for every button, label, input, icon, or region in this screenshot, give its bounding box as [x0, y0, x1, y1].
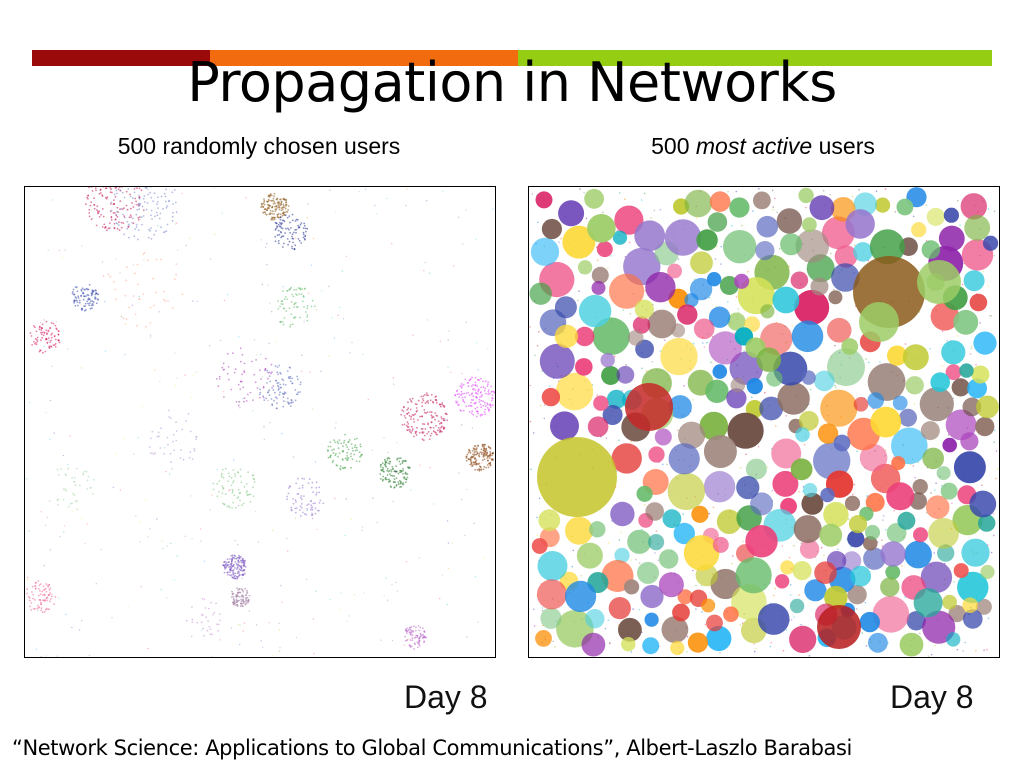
slide-title: Propagation in Networks [187, 51, 837, 114]
right-caption-prefix: 500 [651, 133, 696, 159]
left-panel-caption: 500 randomly chosen users [117, 133, 401, 159]
right-caption-emphasis: most active [695, 133, 813, 159]
right-day-label: Day 8 [890, 679, 974, 715]
active-users-network-image [528, 186, 1000, 658]
accent-bar-orange [210, 50, 518, 66]
accent-bar-green [518, 50, 992, 66]
left-day-label: Day 8 [404, 679, 488, 715]
accent-bar-red [32, 50, 210, 66]
random-users-network-image [24, 186, 496, 658]
right-panel-caption: 500 most active users [528, 132, 998, 160]
right-caption-suffix: users [812, 133, 875, 159]
citation: “Network Science: Applications to Global… [12, 736, 852, 760]
